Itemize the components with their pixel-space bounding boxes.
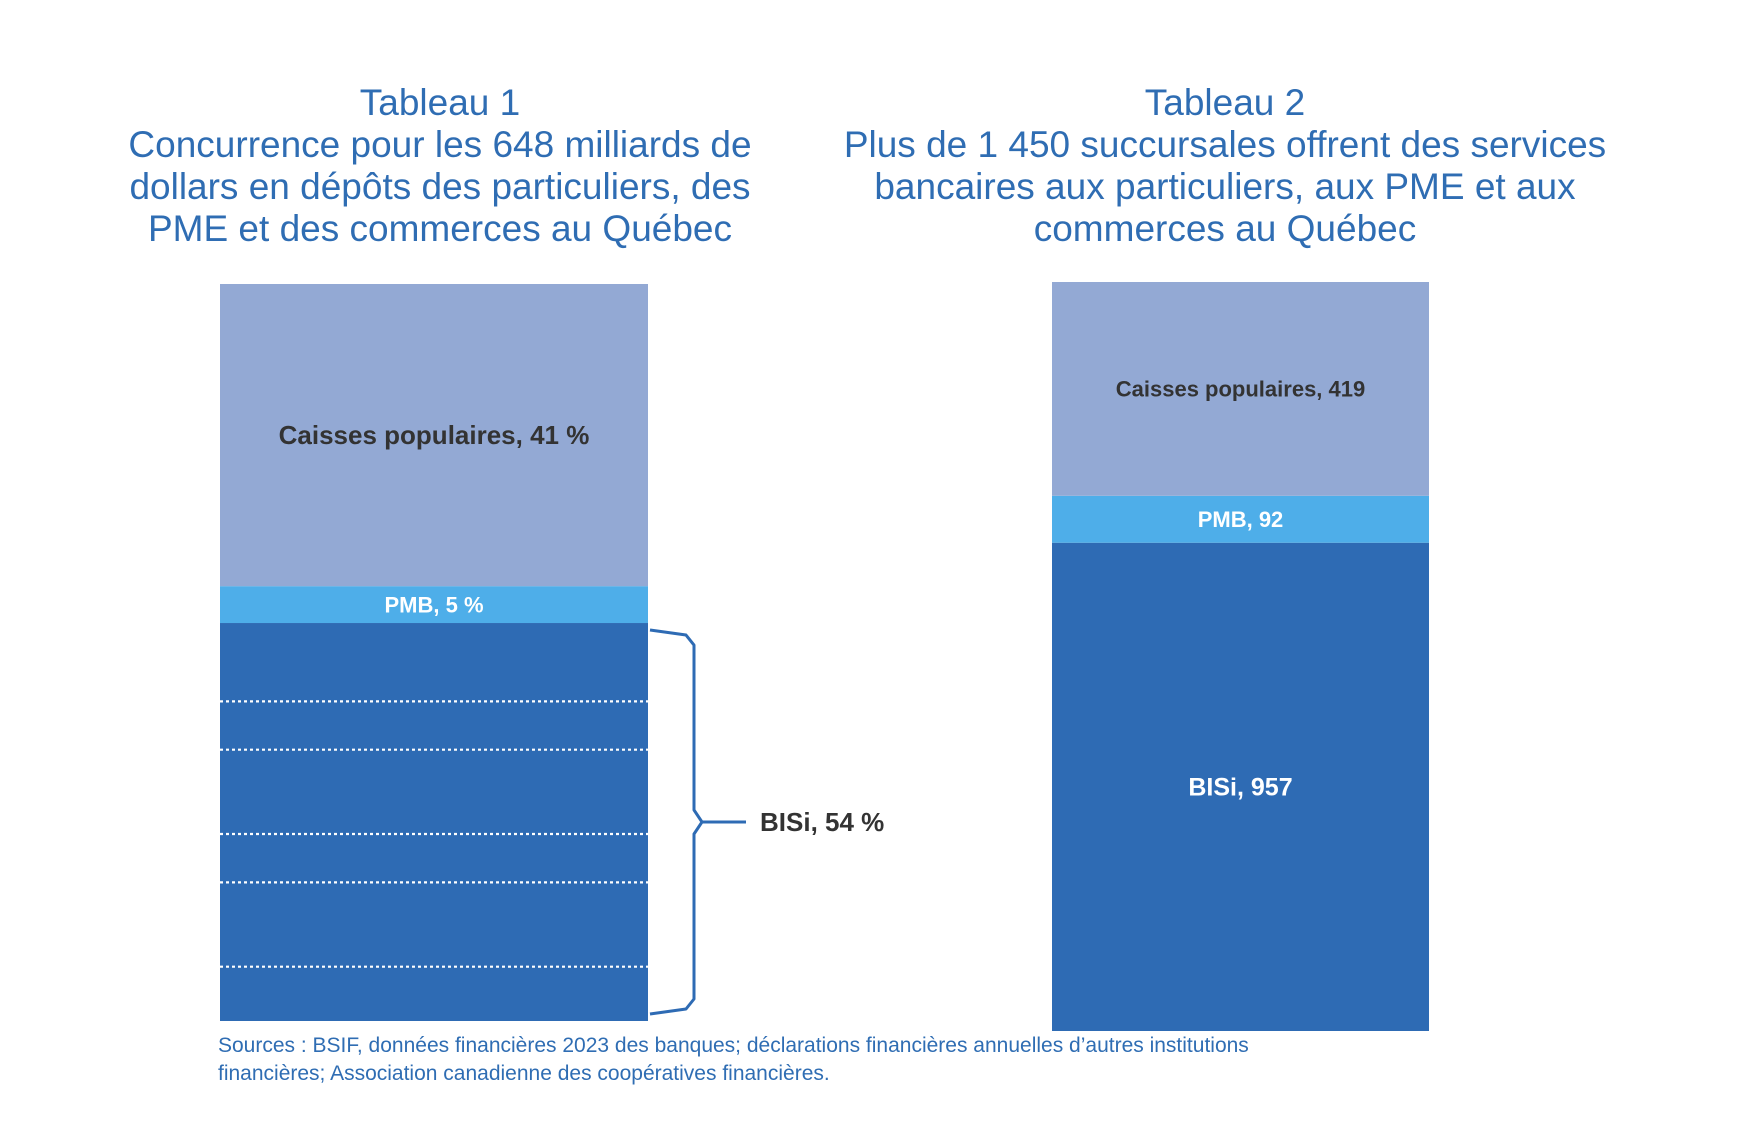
chart-2-subtitle-line-3: commerces au Québec [1033,208,1417,249]
chart-2-title: Tableau 2 Plus de 1 450 succursales offr… [820,82,1630,250]
chart-2-subtitle-line-2: bancaires aux particuliers, aux PME et a… [874,166,1576,207]
chart-1-subtitle-line-2: dollars en dépôts des particuliers, des [129,166,751,207]
sources-line-2: financières; Association canadienne des … [218,1062,830,1085]
chart-2-bar-pmb [1052,495,1429,543]
chart-2-label-bisi: BISi, 957 [1188,774,1292,802]
chart-1-bar-bisi [220,623,648,1021]
chart-2-bar-caisses-populaires [1052,282,1429,496]
chart-1-bar-pmb [220,586,648,624]
sources-line-1: Sources : BSIF, données financières 2023… [218,1034,1249,1057]
chart-2-label-caisses-populaires: Caisses populaires, 419 [1116,377,1365,402]
chart-2-bar-bisi [1052,542,1429,1031]
chart-1-label-bisi: BISi, 54 % [760,807,884,837]
chart-1-subtitle-line-3: PME et des commerces au Québec [147,208,733,249]
chart-2-title-main: Tableau 2 [1144,82,1306,123]
chart-2-subtitle-line-1: Plus de 1 450 succursales offrent des se… [843,124,1607,165]
chart-2-label-pmb: PMB, 92 [1198,507,1284,532]
chart-1-subtitle-line-1: Concurrence pour les 648 milliards de [128,124,752,165]
chart-1-title: Tableau 1 Concurrence pour les 648 milli… [80,82,800,250]
sources-note: Sources : BSIF, données financières 2023… [218,1032,1418,1088]
chart-1-title-main: Tableau 1 [359,82,521,123]
chart-1-bisi-bracket [649,628,704,1016]
chart-1-label-caisses-populaires: Caisses populaires, 41 % [279,420,590,450]
chart-1-bar-caisses-populaires [220,284,648,587]
chart-1-label-pmb: PMB, 5 % [384,592,483,617]
